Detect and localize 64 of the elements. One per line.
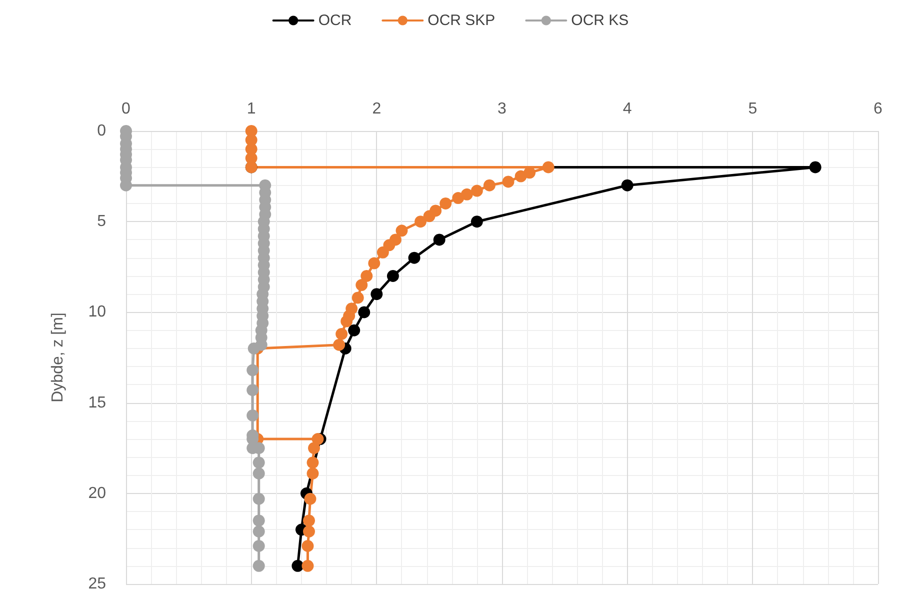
point bbox=[452, 192, 464, 204]
point bbox=[360, 270, 373, 282]
point bbox=[358, 306, 370, 318]
y-tick-label: 0 bbox=[97, 122, 106, 140]
point bbox=[352, 292, 364, 304]
point bbox=[376, 246, 389, 258]
point bbox=[356, 279, 368, 292]
point bbox=[252, 525, 265, 538]
point bbox=[302, 560, 314, 572]
point bbox=[303, 514, 315, 527]
point bbox=[246, 384, 259, 396]
point bbox=[542, 161, 554, 174]
x-tick-label: 5 bbox=[748, 100, 758, 118]
point bbox=[252, 540, 265, 552]
legend-label: OCR KS bbox=[571, 12, 629, 29]
point bbox=[396, 224, 408, 237]
point bbox=[440, 197, 452, 210]
point bbox=[483, 179, 496, 192]
point bbox=[252, 560, 265, 572]
x-tick-label: 4 bbox=[622, 100, 632, 118]
point bbox=[433, 234, 446, 246]
point bbox=[514, 170, 527, 182]
y-tick-label: 25 bbox=[88, 576, 106, 592]
point bbox=[304, 492, 316, 505]
point bbox=[333, 338, 346, 351]
point bbox=[368, 257, 380, 270]
point bbox=[340, 315, 353, 328]
point bbox=[386, 270, 399, 282]
y-axis-title: Dybde, z [m] bbox=[50, 312, 66, 402]
point bbox=[252, 492, 265, 505]
legend-label: OCR SKP bbox=[428, 12, 496, 29]
point bbox=[414, 216, 427, 228]
point bbox=[303, 525, 315, 538]
point bbox=[246, 409, 259, 422]
point bbox=[306, 456, 319, 469]
point bbox=[470, 216, 483, 228]
y-tick-label: 20 bbox=[88, 484, 106, 502]
legend-label: OCR bbox=[318, 12, 352, 29]
y-tick-label: 15 bbox=[88, 394, 106, 412]
point bbox=[470, 184, 483, 197]
point bbox=[423, 210, 436, 222]
point bbox=[809, 161, 822, 174]
point bbox=[252, 514, 265, 527]
x-tick-label: 1 bbox=[246, 100, 256, 118]
point bbox=[302, 540, 314, 552]
x-tick-label: 3 bbox=[498, 100, 507, 118]
y-tick-label: 5 bbox=[97, 213, 106, 230]
point bbox=[502, 176, 514, 188]
point bbox=[246, 364, 259, 376]
point bbox=[312, 433, 324, 446]
point bbox=[252, 467, 265, 480]
point bbox=[408, 252, 420, 264]
point bbox=[621, 179, 634, 192]
x-tick-label: 0 bbox=[122, 100, 131, 118]
x-tick-label: 6 bbox=[874, 100, 883, 118]
point bbox=[348, 324, 360, 336]
point bbox=[336, 328, 348, 340]
point bbox=[292, 560, 304, 572]
point bbox=[370, 288, 383, 300]
point bbox=[308, 442, 320, 454]
x-tick-label: 2 bbox=[372, 100, 382, 118]
point bbox=[306, 467, 319, 480]
point bbox=[252, 456, 265, 469]
y-tick-label: 10 bbox=[88, 304, 106, 321]
